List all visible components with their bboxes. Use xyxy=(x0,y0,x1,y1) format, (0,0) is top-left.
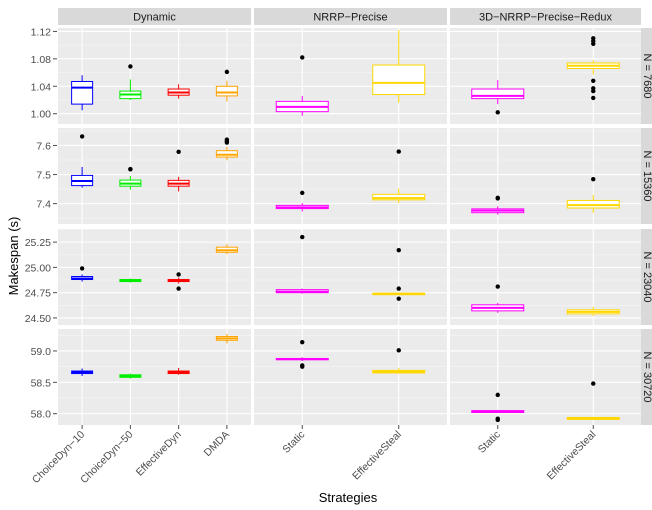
facet-panel xyxy=(450,329,641,425)
y-tick-label: 24.50 xyxy=(25,313,51,325)
y-tick-label: 25.00 xyxy=(25,262,51,274)
x-tick-label: Static xyxy=(280,429,307,456)
box-iqr xyxy=(71,80,94,105)
row-strip xyxy=(641,229,652,325)
y-tick-label: 58.0 xyxy=(31,409,52,421)
y-tick-label: 1.12 xyxy=(31,26,52,38)
facet-panel xyxy=(254,229,447,325)
panel-background xyxy=(254,229,447,325)
outlier-point xyxy=(591,36,596,41)
y-tick-label: 25.25 xyxy=(25,237,51,249)
outlier-point xyxy=(224,69,230,75)
panel-background xyxy=(254,128,447,224)
x-axis-title: Strategies xyxy=(319,490,378,505)
panel-background xyxy=(58,329,251,425)
outlier-point xyxy=(495,416,500,421)
row-strip xyxy=(641,28,652,124)
outlier-point xyxy=(396,248,401,253)
panel-background xyxy=(450,28,641,124)
outlier-point xyxy=(495,284,500,289)
y-tick-label: 58.5 xyxy=(31,377,52,389)
y-tick-label: 24.75 xyxy=(25,288,51,300)
y-tick-label: 1.00 xyxy=(31,109,52,121)
facet-panel xyxy=(450,28,641,124)
outlier-point xyxy=(128,64,133,69)
facet-panels: Dynamic NRRP−Precise 3D−NRRP−Precise−Redux… xyxy=(25,8,652,486)
outlier-point xyxy=(300,363,305,368)
box-iqr xyxy=(471,88,525,100)
outlier-point xyxy=(128,166,133,172)
facet-panel xyxy=(58,229,251,325)
y-axis-title: Makespan (s) xyxy=(6,217,21,296)
facet-panel xyxy=(254,329,447,425)
y-tick-label: 1.08 xyxy=(31,54,52,66)
x-tick-label: EffectiveSteal xyxy=(545,429,599,483)
outlier-point xyxy=(495,195,500,201)
outlier-point xyxy=(176,272,181,277)
outlier-point xyxy=(224,137,230,142)
outlier-point xyxy=(176,286,181,291)
outlier-point xyxy=(396,348,401,353)
outlier-point xyxy=(176,149,181,155)
box-iqr xyxy=(215,85,238,97)
column-strip xyxy=(254,8,447,25)
outlier-point xyxy=(591,381,596,386)
outlier-point xyxy=(300,339,305,345)
column-strip xyxy=(58,8,251,25)
facet-panel xyxy=(58,128,251,224)
row-strip xyxy=(641,329,652,425)
outlier-point xyxy=(300,190,305,196)
y-tick-label: 7.5 xyxy=(36,170,51,182)
box-iqr xyxy=(372,193,426,201)
y-tick-label: 7.6 xyxy=(36,140,51,152)
column-strip-label: 3D−NRRP−Precise−Redux xyxy=(479,12,612,24)
facet-panel xyxy=(58,28,251,124)
column-strip xyxy=(450,8,641,25)
outlier-point xyxy=(396,296,401,301)
facet-panel xyxy=(254,28,447,124)
outlier-point xyxy=(591,177,596,182)
x-tick-label: DMDA xyxy=(202,429,232,459)
column-strip-label: NRRP−Precise xyxy=(313,12,387,24)
column-strip-label: Dynamic xyxy=(133,12,176,24)
facet-panel xyxy=(450,128,641,224)
row-strip-label: N = 23040 xyxy=(641,251,652,302)
y-tick-label: 59.0 xyxy=(31,346,52,358)
outlier-point xyxy=(79,134,85,139)
row-strip-label: N = 30720 xyxy=(641,351,652,402)
y-tick-label: 7.4 xyxy=(36,199,51,211)
outlier-point xyxy=(495,392,500,398)
x-tick-label: EffectiveDyn xyxy=(134,429,184,479)
box-iqr xyxy=(372,64,426,96)
outlier-point xyxy=(591,95,596,101)
outlier-point xyxy=(396,286,401,291)
panel-background xyxy=(450,329,641,425)
outlier-point xyxy=(79,266,85,271)
x-tick-label: Static xyxy=(476,429,503,456)
outlier-point xyxy=(300,234,305,240)
panel-background xyxy=(254,329,447,425)
y-tick-label: 1.04 xyxy=(31,81,52,93)
row-strip-label: N = 7680 xyxy=(641,54,652,99)
row-strip xyxy=(641,128,652,224)
outlier-point xyxy=(591,86,596,91)
facet-panel xyxy=(450,229,641,325)
panel-background xyxy=(58,28,251,124)
outlier-point xyxy=(495,110,500,115)
row-strip-label: N = 15360 xyxy=(641,150,652,201)
facet-panel xyxy=(58,329,251,425)
outlier-point xyxy=(396,149,401,154)
outlier-point xyxy=(300,55,305,60)
x-tick-label: EffectiveSteal xyxy=(350,429,404,483)
facet-panel xyxy=(254,128,447,224)
outlier-point xyxy=(591,78,596,84)
